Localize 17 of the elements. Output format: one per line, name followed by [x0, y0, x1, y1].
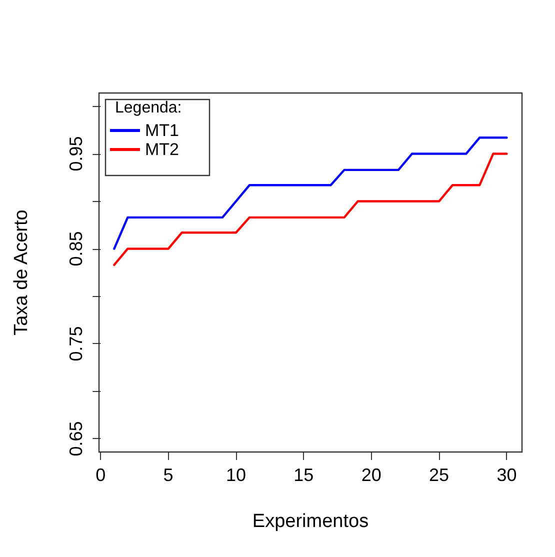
x-tick-label: 25 [429, 465, 450, 485]
y-tick-label: 0.85 [66, 231, 86, 266]
legend-label: MT2 [145, 140, 179, 159]
y-tick-label: 0.95 [66, 136, 86, 172]
x-tick-label: 15 [294, 465, 314, 485]
legend-title: Legenda: [115, 100, 182, 116]
x-tick-label: 30 [496, 465, 517, 485]
x-tick-label: 20 [361, 465, 382, 485]
y-tick-label: 0.75 [66, 326, 86, 362]
x-tick-label: 0 [96, 465, 106, 485]
line-series [113, 136, 508, 250]
x-tick-label: 10 [226, 465, 246, 485]
x-axis-title: Experimentos [252, 511, 369, 532]
legend-label: MT1 [145, 121, 179, 140]
y-axis-title: Taxa de Acerto [11, 210, 32, 336]
x-tick-label: 5 [163, 465, 174, 485]
y-tick-label: 0.65 [66, 421, 86, 456]
